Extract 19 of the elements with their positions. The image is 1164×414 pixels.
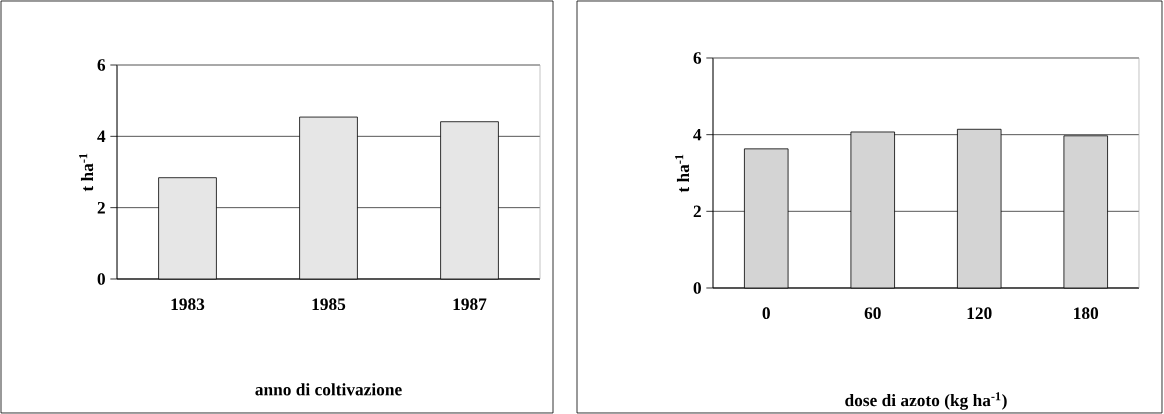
y-tick-label: 2 [693, 205, 701, 217]
x-tick-label: 0 [762, 307, 770, 319]
x-tick-label: 180 [1074, 307, 1099, 319]
y-tick-label: 0 [693, 282, 701, 294]
y-tick-label: 4 [97, 130, 106, 142]
x-axis-title: anno di coltivazione [255, 383, 402, 396]
x-tick-label: 1983 [171, 298, 205, 310]
x-tick-label: 120 [967, 307, 992, 319]
x-tick-label: 1985 [312, 298, 346, 310]
y-tick-label: 4 [693, 128, 702, 141]
x-axis-title: dose di azoto (kg ha$^{-1}$) [845, 392, 1007, 410]
x-tick-label: 60 [864, 307, 881, 319]
y-tick-label: 2 [97, 201, 105, 214]
y-tick-label: 6 [97, 59, 106, 71]
x-tick-label: 1987 [453, 298, 487, 310]
y-tick-label: 0 [97, 273, 105, 285]
y-tick-label: 6 [693, 52, 702, 64]
y-axis-title: t ha$^{-1}$ [79, 153, 94, 192]
y-axis-title: t ha$^{-1}$ [675, 154, 690, 193]
